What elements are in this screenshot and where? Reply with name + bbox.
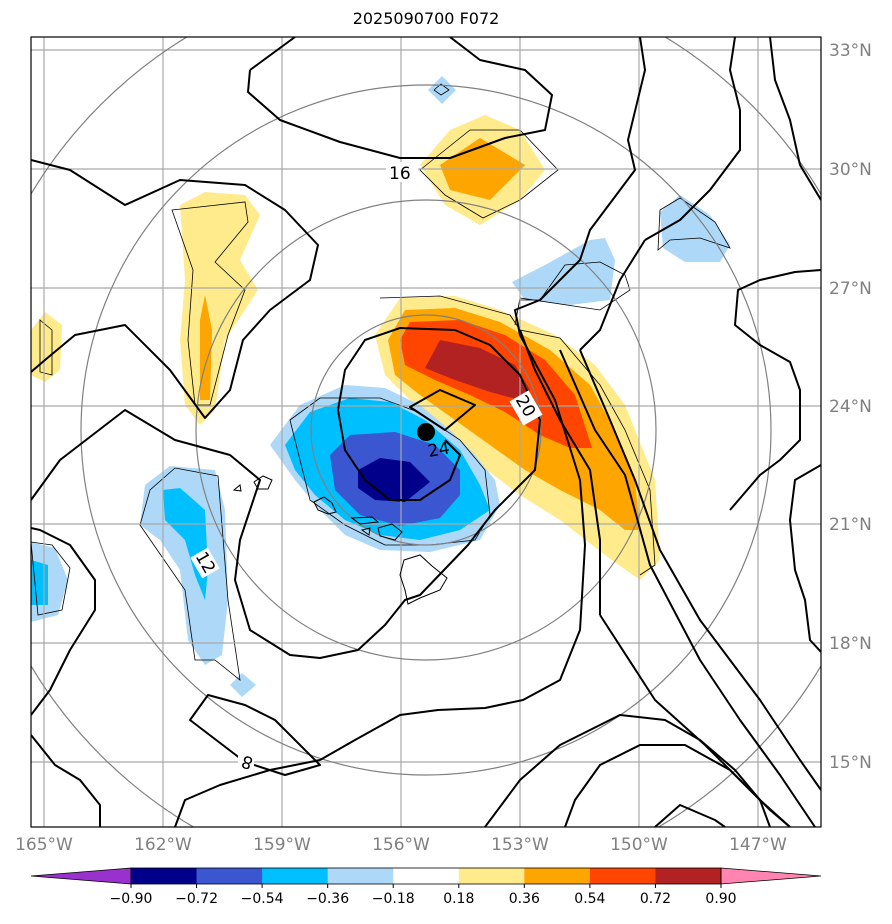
colorbar-bin bbox=[262, 868, 329, 884]
shade-positive-edge-036 bbox=[31, 312, 62, 382]
colorbar-outline bbox=[130, 867, 722, 885]
lon-label: 162°W bbox=[134, 835, 192, 855]
colorbar-tick-label: −0.90 bbox=[110, 891, 153, 907]
lat-label: 33°N bbox=[829, 41, 872, 61]
colorbar-segments bbox=[30, 867, 822, 885]
shade-negative-072 bbox=[358, 458, 430, 502]
coastline-big-island bbox=[399, 554, 448, 605]
shade-negative-w-036 bbox=[163, 488, 208, 600]
coastline-oahu bbox=[313, 496, 337, 515]
colorbar-ticks: −0.90 −0.72 −0.54 −0.36 −0.18 0.18 0.36 0.54 0.7… bbox=[110, 884, 737, 907]
coastline-niihau bbox=[232, 484, 242, 492]
coastline-maui bbox=[377, 523, 403, 541]
lon-axis: 165°W 162°W 159°W 156°W 153°W 150°W 147°… bbox=[15, 835, 787, 855]
map-title: 2025090700 F072 bbox=[352, 9, 500, 28]
lon-label: 150°W bbox=[610, 835, 668, 855]
colorbar: −0.90 −0.72 −0.54 −0.36 −0.18 0.18 0.36 0.54 0.7… bbox=[30, 867, 822, 907]
contour-label-16: 16 bbox=[389, 164, 411, 184]
colorbar-bin bbox=[327, 868, 394, 884]
colorbar-bin bbox=[589, 868, 656, 884]
lat-label: 27°N bbox=[829, 279, 872, 299]
map-frame bbox=[30, 36, 822, 828]
colorbar-bin bbox=[524, 868, 591, 884]
colorbar-extend-low bbox=[30, 867, 132, 885]
contour-labels: 16 20 24 12 8 bbox=[190, 162, 543, 773]
lat-axis: 33°N 30°N 27°N 24°N 21°N 18°N 15°N bbox=[829, 41, 872, 773]
shade-positive-w-036 bbox=[180, 192, 260, 425]
colorbar-bin bbox=[655, 868, 722, 884]
lat-label: 15°N bbox=[829, 753, 872, 773]
lon-label: 156°W bbox=[372, 835, 430, 855]
colorbar-tick-label: 0.54 bbox=[574, 891, 605, 907]
shade-positive-090 bbox=[425, 340, 530, 400]
shade-negative-dot2-018 bbox=[230, 673, 256, 697]
colorbar-tick-label: −0.54 bbox=[241, 891, 284, 907]
colorbar-tick-label: 0.90 bbox=[705, 891, 736, 907]
colorbar-bin bbox=[131, 868, 198, 884]
map-area bbox=[31, 37, 821, 827]
shade-negative-w-018 bbox=[140, 466, 228, 665]
shade-negative-ne-018 bbox=[660, 195, 730, 262]
shade-negative-dot-018 bbox=[428, 76, 456, 104]
coastline-lanai bbox=[360, 527, 371, 536]
colorbar-tick-label: 0.72 bbox=[640, 891, 671, 907]
colorbar-tick-label: −0.72 bbox=[175, 891, 218, 907]
lat-lon-grid bbox=[31, 37, 821, 827]
colorbar-tick-label: 0.18 bbox=[443, 891, 474, 907]
lat-label: 30°N bbox=[829, 160, 872, 180]
range-rings bbox=[31, 37, 821, 827]
colorbar-extend-high bbox=[720, 867, 822, 885]
shading-layer bbox=[31, 76, 730, 697]
lon-label: 147°W bbox=[729, 835, 787, 855]
lat-label: 18°N bbox=[829, 634, 872, 654]
lon-label: 153°W bbox=[491, 835, 549, 855]
lat-label: 24°N bbox=[829, 397, 872, 417]
colorbar-bin bbox=[458, 868, 525, 884]
thin-contours bbox=[31, 83, 731, 681]
colorbar-tick-label: 0.36 bbox=[509, 891, 540, 907]
lon-label: 159°W bbox=[253, 835, 311, 855]
colorbar-bin bbox=[393, 868, 460, 884]
thick-contours bbox=[31, 37, 821, 827]
colorbar-tick-label: −0.36 bbox=[306, 891, 349, 907]
lat-label: 21°N bbox=[829, 515, 872, 535]
storm-center-marker bbox=[417, 423, 435, 441]
colorbar-tick-label: −0.18 bbox=[372, 891, 415, 907]
colorbar-bin bbox=[196, 868, 263, 884]
shade-negative-n-018 bbox=[512, 238, 615, 305]
lon-label: 165°W bbox=[15, 835, 73, 855]
coastline-molokai bbox=[350, 516, 380, 525]
contour-label-24: 24 bbox=[426, 438, 451, 461]
